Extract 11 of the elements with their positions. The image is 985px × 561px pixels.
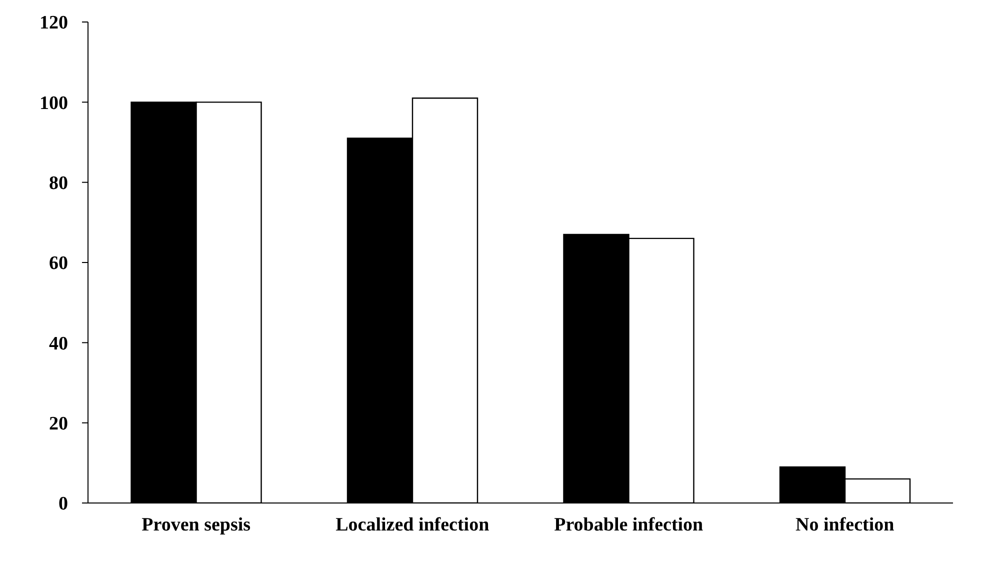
x-tick-label: Probable infection xyxy=(554,514,704,536)
y-tick-label: 120 xyxy=(40,12,68,34)
x-tick-label: Localized infection xyxy=(336,514,490,536)
y-tick-label: 80 xyxy=(49,173,68,194)
y-tick-label: 100 xyxy=(40,92,68,114)
x-tick-label: No infection xyxy=(796,514,895,536)
y-tick-label: 60 xyxy=(49,253,68,274)
y-tick-label: 20 xyxy=(49,414,68,435)
x-tick-label: Proven sepsis xyxy=(142,514,251,536)
y-tick-label: 40 xyxy=(49,333,68,354)
y-tick-label: 0 xyxy=(58,494,68,515)
